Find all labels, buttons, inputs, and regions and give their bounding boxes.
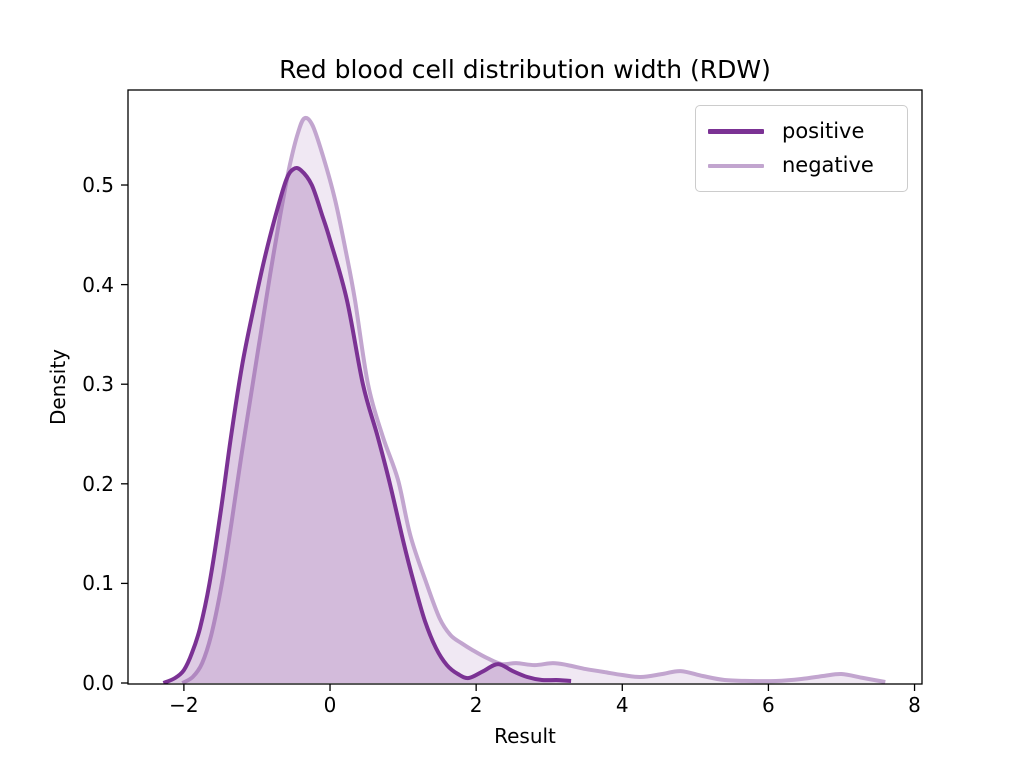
x-axis-label: Result [494, 724, 556, 748]
x-tick-label: −2 [169, 693, 199, 717]
legend-label-positive: positive [782, 118, 865, 143]
y-tick-label: 0.2 [82, 471, 114, 496]
legend-swatch-positive [708, 129, 764, 134]
plot-frame [127, 89, 923, 685]
legend-item-negative: negative [708, 154, 895, 177]
x-tick-label: 8 [908, 693, 921, 717]
y-tick-label: 0.5 [82, 173, 114, 198]
legend-item-positive: positive [708, 118, 895, 143]
kde-line-positive [162, 165, 572, 684]
chart-title: Red blood cell distribution width (RDW) [279, 55, 771, 84]
kde-fill-negative [182, 117, 886, 684]
kde-fill-positive [163, 167, 572, 684]
kde-line-negative [181, 115, 886, 684]
x-tick-label: 0 [323, 693, 337, 717]
legend-label-negative: negative [782, 153, 874, 178]
y-tick-label: 0.4 [82, 272, 114, 297]
y-tick-label: 0.3 [82, 372, 114, 397]
legend-swatch-negative [708, 163, 764, 168]
x-tick-label: 2 [469, 693, 483, 717]
y-tick-label: 0.1 [82, 571, 114, 596]
y-tick-label: 0.0 [82, 671, 114, 695]
x-tick-label: 6 [762, 693, 775, 717]
legend: positive negative [695, 105, 908, 192]
x-tick-label: 4 [615, 693, 629, 717]
